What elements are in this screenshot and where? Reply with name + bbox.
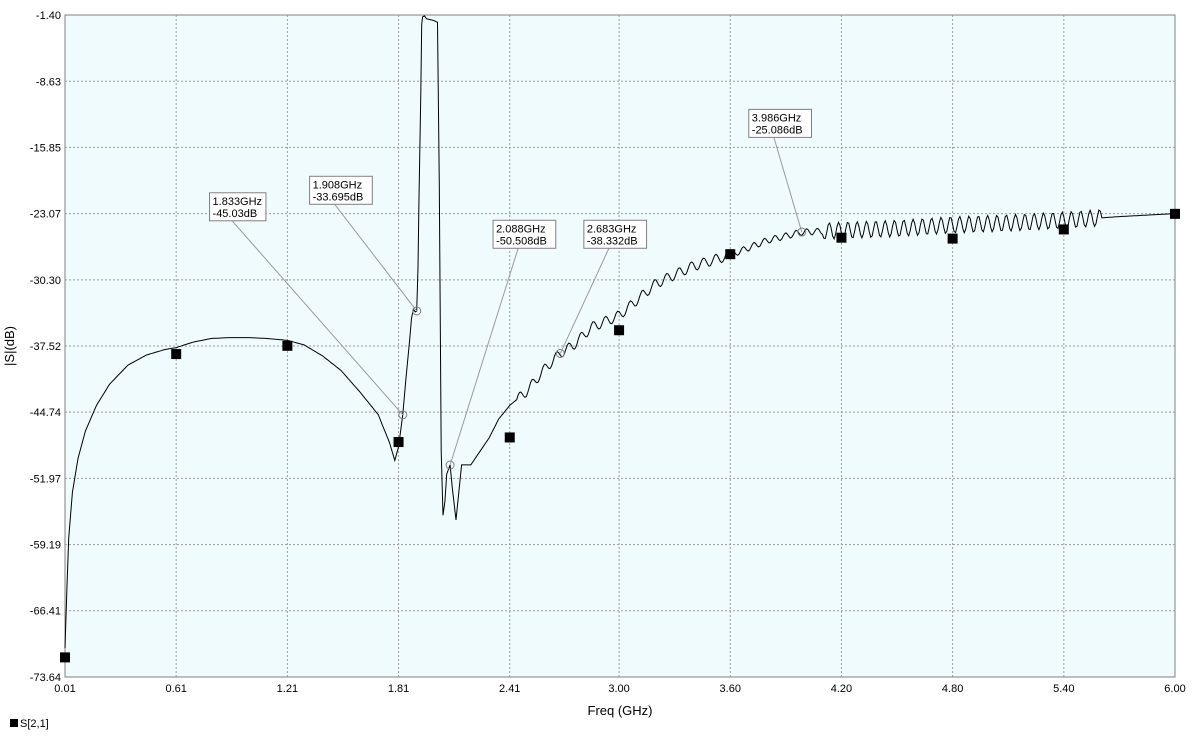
data-marker	[725, 249, 736, 260]
marker-label-freq: 1.908GHz	[313, 179, 363, 191]
x-tick-label: 3.60	[720, 683, 741, 695]
y-tick-label: -51.97	[30, 473, 61, 485]
marker-label-box	[309, 175, 373, 205]
legend-swatch-s21	[10, 719, 18, 727]
y-axis-title: |S|(dB)	[2, 326, 17, 366]
plot-area	[64, 14, 1176, 678]
marker-label-value: -25.086dB	[752, 124, 803, 136]
y-tick-label: -73.64	[30, 672, 61, 684]
legend: S[2,1]	[10, 718, 49, 730]
trace-layer	[64, 15, 1176, 649]
x-tick-label: 1.81	[388, 683, 409, 695]
grid-lines	[65, 15, 1175, 677]
marker-circle	[412, 306, 422, 316]
legend-label-s21: S[2,1]	[20, 718, 49, 730]
data-marker	[60, 652, 70, 663]
data-marker	[1170, 208, 1180, 219]
marker-leader-line	[231, 220, 404, 416]
x-tick-label: 4.20	[831, 683, 852, 695]
x-tick-label: 6.00	[1164, 683, 1185, 695]
y-tick-label: -8.63	[36, 76, 61, 88]
y-tick-label: -66.41	[30, 606, 61, 618]
marker-label-value: -45.03dB	[213, 208, 258, 220]
marker-circle	[797, 227, 807, 237]
x-tick-label: 0.01	[54, 683, 75, 695]
x-tick-label: 5.40	[1053, 683, 1074, 695]
trace-s21	[64, 15, 1176, 649]
marker-label-freq: 2.088GHz	[496, 223, 546, 235]
x-tick-label: 2.41	[499, 683, 520, 695]
data-marker	[282, 340, 293, 351]
y-tick-label: -23.07	[30, 209, 61, 221]
data-marker	[614, 325, 625, 336]
marker-leader-line	[559, 248, 610, 354]
marker-label-freq: 2.683GHz	[587, 223, 637, 235]
marker-label-value: -38.332dB	[587, 235, 638, 247]
y-tick-label: -59.19	[30, 540, 61, 552]
x-axis-title: Freq (GHz)	[588, 703, 653, 718]
data-marker	[836, 232, 847, 243]
marker-label-freq: 3.986GHz	[752, 112, 802, 124]
data-marker	[947, 233, 958, 244]
marker-leader-line	[449, 248, 519, 466]
marker-circle	[398, 410, 408, 420]
annotations: 1.833GHz-45.03dB 1.908GHz-33.695dB 2.088GH…	[209, 108, 812, 470]
x-tick-label: 4.80	[942, 683, 963, 695]
data-marker	[171, 349, 182, 360]
tick-labels: 0.01 0.61 1.21 1.81 2.41 3.00 3.60 4.20 4.80 5.40…	[30, 10, 1186, 695]
marker-circle	[445, 460, 455, 470]
marker-leader-line	[334, 203, 418, 312]
x-tick-label: 3.00	[608, 683, 629, 695]
data-marker	[1058, 224, 1069, 235]
marker-leader-line	[773, 137, 803, 233]
y-tick-label: -1.40	[36, 10, 61, 22]
x-tick-label: 1.21	[277, 683, 298, 695]
data-marker	[393, 437, 404, 448]
y-tick-label: -37.52	[30, 341, 61, 353]
marker-label-box	[583, 219, 648, 249]
marker-circle	[555, 348, 565, 358]
data-marker	[504, 432, 515, 443]
y-tick-label: -15.85	[30, 142, 61, 154]
data-markers	[60, 208, 1180, 663]
y-tick-label: -30.30	[30, 275, 61, 287]
marker-label-box	[492, 219, 557, 249]
marker-label-box	[748, 108, 812, 138]
marker-label-value: -33.695dB	[313, 191, 364, 203]
marker-label-freq: 1.833GHz	[213, 196, 263, 208]
y-tick-label: -44.74	[30, 407, 61, 419]
x-tick-label: 0.61	[165, 683, 186, 695]
marker-label-value: -50.508dB	[496, 235, 547, 247]
marker-label-box	[209, 192, 267, 222]
